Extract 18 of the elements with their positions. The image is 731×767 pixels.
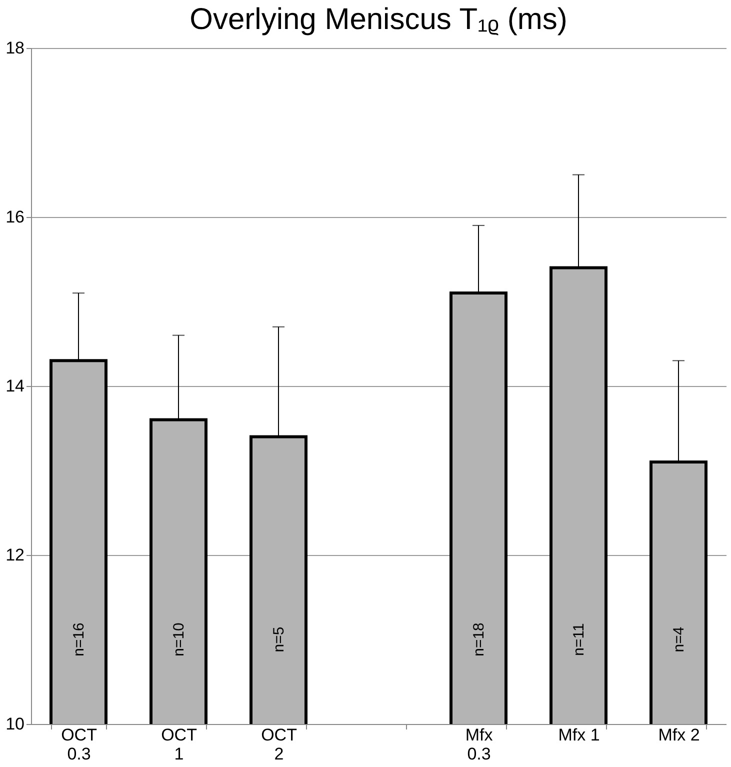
annotation: n=4 xyxy=(670,626,688,652)
x-tick-label: Mfx 2 xyxy=(658,726,700,744)
x-tick-label: Mfx 0.3 xyxy=(465,726,494,764)
annotation: n=11 xyxy=(570,623,588,656)
y-tick-label: 10 xyxy=(6,714,24,734)
y-tick-label: 14 xyxy=(6,376,24,396)
x-tick-label: Mfx 1 xyxy=(558,726,600,744)
y-tick-label: 16 xyxy=(6,208,24,226)
chart-title: Overlying Meniscus T₁ᵨ (ms) xyxy=(190,3,568,36)
y-tick-label: 18 xyxy=(6,38,24,58)
x-tick-label: OCT 1 xyxy=(161,726,197,764)
annotation: n=10 xyxy=(170,622,188,656)
y-tick-label: 12 xyxy=(6,546,24,564)
annotation: n=18 xyxy=(470,622,488,656)
annotation: n=16 xyxy=(70,622,88,656)
x-tick-label: OCT 0.3 xyxy=(61,726,97,764)
x-tick-label: OCT 2 xyxy=(261,726,297,764)
annotation: n=5 xyxy=(270,626,288,652)
